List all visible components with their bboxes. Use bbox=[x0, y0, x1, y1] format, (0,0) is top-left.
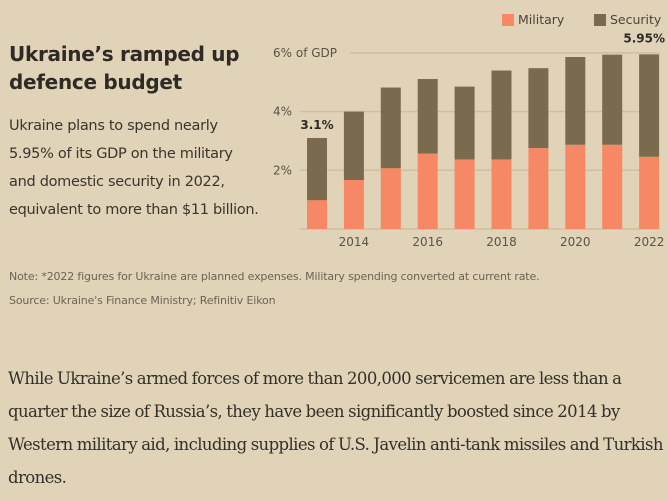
legend-label-military: Military bbox=[518, 12, 565, 27]
bar-security-2018 bbox=[491, 70, 512, 160]
annotation-2013: 3.1% bbox=[300, 118, 333, 132]
bar-security-2016 bbox=[417, 79, 438, 154]
chart-note: Note: *2022 figures for Ukraine are plan… bbox=[9, 270, 540, 283]
bar-security-2014 bbox=[343, 111, 364, 180]
bar-military-2019 bbox=[528, 147, 549, 229]
x-tick-label: 2022 bbox=[634, 235, 665, 249]
bar-military-2017 bbox=[454, 159, 475, 229]
bar-security-2017 bbox=[454, 86, 475, 160]
bar-military-2018 bbox=[491, 159, 512, 229]
x-tick-label: 2020 bbox=[560, 235, 591, 249]
y-tick-label: 6% of GDP bbox=[273, 46, 337, 60]
bar-security-2022 bbox=[639, 54, 660, 157]
bar-security-2019 bbox=[528, 68, 549, 148]
security-swatch bbox=[594, 13, 606, 26]
bar-military-2021 bbox=[602, 144, 623, 229]
y-tick-label: 4% bbox=[273, 105, 292, 119]
stacked-bar-chart: 2% 4% 6% of GDP 2014 2016 2018 2020 2022 3.1% 5.9… bbox=[273, 31, 665, 249]
bar-security-2021 bbox=[602, 54, 623, 145]
bar-military-2014 bbox=[343, 179, 364, 229]
bar-military-2022 bbox=[639, 156, 660, 229]
bar-military-2015 bbox=[380, 168, 401, 229]
bar-military-2016 bbox=[417, 153, 438, 229]
military-swatch bbox=[502, 13, 514, 26]
bar-military-2020 bbox=[565, 144, 586, 229]
x-tick-label: 2014 bbox=[339, 235, 370, 249]
chart-title: Ukraine’s ramped up defence budget bbox=[9, 42, 240, 94]
legend-item-security: Security bbox=[594, 12, 661, 27]
bar-military-2013 bbox=[307, 200, 327, 229]
y-tick-label: 2% bbox=[273, 163, 292, 177]
bar-security-2020 bbox=[565, 57, 586, 145]
article-paragraph: While Ukraine’s armed forces of more tha… bbox=[8, 369, 663, 487]
x-tick-label: 2018 bbox=[486, 235, 517, 249]
chart-source: Source: Ukraine's Finance Ministry; Refi… bbox=[9, 294, 276, 307]
legend-item-military: Military bbox=[502, 12, 564, 27]
x-tick-label: 2016 bbox=[412, 235, 443, 249]
legend-label-security: Security bbox=[610, 12, 662, 27]
chart-subtitle: Ukraine plans to spend nearly 5.95% of i… bbox=[9, 118, 259, 218]
bar-security-2015 bbox=[380, 87, 401, 169]
annotation-2022: 5.95% bbox=[623, 31, 665, 45]
bar-security-2013 bbox=[307, 138, 327, 201]
